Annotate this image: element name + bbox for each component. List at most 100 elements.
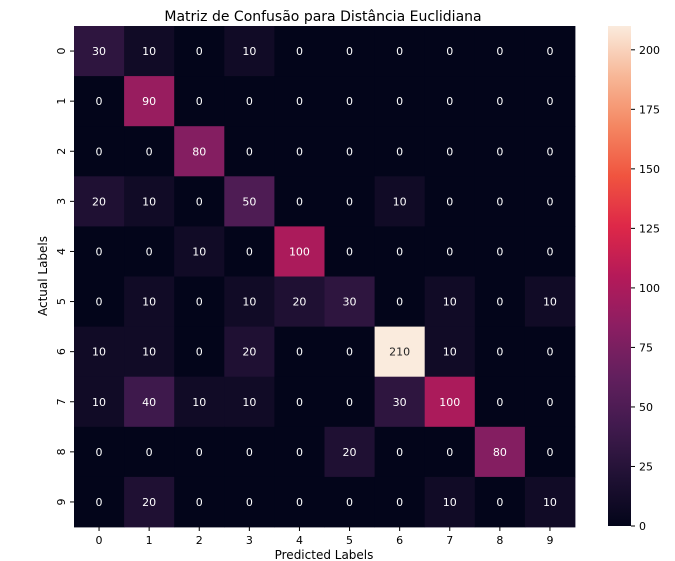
cell-value-label: 20: [92, 195, 106, 208]
cell-value-label: 0: [496, 346, 503, 359]
cell-value-label: 20: [343, 446, 357, 459]
heatmap-cell: [324, 376, 375, 428]
cell-value-label: 30: [343, 296, 357, 309]
x-tick-label: 5: [346, 534, 353, 547]
colorbar: [608, 26, 631, 526]
heatmap-cell: [424, 276, 476, 327]
colorbar-tick-label: 75: [639, 341, 653, 354]
cell-value-label: 0: [446, 145, 453, 158]
heatmap-cell: [324, 326, 375, 378]
heatmap-cell: [524, 26, 576, 77]
cell-value-label: 0: [496, 45, 503, 58]
heatmap-cell: [174, 26, 225, 77]
heatmap-cell: [324, 76, 375, 127]
heatmap-cell: [474, 276, 526, 327]
cell-value-label: 0: [346, 95, 353, 108]
cell-value-label: 10: [242, 396, 256, 409]
heatmap-cell: [174, 126, 225, 177]
cell-value-label: 0: [446, 95, 453, 108]
heatmap-cell: [324, 476, 375, 528]
heatmap-cell: [524, 376, 576, 428]
heatmap-cell: [424, 176, 476, 227]
cell-value-label: 50: [242, 195, 256, 208]
cell-value-label: 20: [242, 346, 256, 359]
y-tick-label: 6: [55, 348, 68, 355]
heatmap-cell: [174, 76, 225, 127]
colorbar-tick-label: 175: [639, 103, 660, 116]
heatmap-cell: [274, 426, 325, 478]
cell-value-label: 0: [296, 346, 303, 359]
heatmap-cell: [124, 226, 175, 277]
cell-value-label: 0: [246, 145, 253, 158]
colorbar-tick-label: 50: [639, 401, 653, 414]
cell-value-label: 0: [296, 195, 303, 208]
y-tick-label: 8: [55, 448, 68, 455]
heatmap-cell: [224, 226, 275, 277]
cell-value-label: 0: [496, 496, 503, 509]
cell-value-label: 10: [443, 296, 457, 309]
heatmap-cell: [374, 476, 426, 528]
heatmap-cell: [124, 126, 175, 177]
heatmap-cell: [324, 126, 375, 177]
heatmap-cell: [424, 76, 476, 127]
heatmap-cell: [374, 376, 426, 428]
heatmap-cell: [224, 276, 275, 327]
cell-value-label: 10: [192, 396, 206, 409]
cell-value-label: 0: [146, 245, 153, 258]
cell-value-label: 0: [96, 95, 103, 108]
cell-value-label: 0: [196, 296, 203, 309]
cell-value-label: 0: [546, 195, 553, 208]
cell-value-label: 0: [546, 396, 553, 409]
heatmap-cell: [174, 426, 225, 478]
heatmap-cell: [174, 276, 225, 327]
cell-value-label: 10: [242, 296, 256, 309]
cell-value-label: 0: [146, 145, 153, 158]
cell-value-label: 0: [496, 145, 503, 158]
cell-value-label: 0: [496, 95, 503, 108]
heatmap-cell: [524, 426, 576, 478]
heatmap-cell: [274, 76, 325, 127]
y-tick-label: 5: [55, 298, 68, 305]
cell-value-label: 0: [496, 245, 503, 258]
heatmap-cell: [124, 376, 175, 428]
cell-value-label: 0: [196, 45, 203, 58]
cell-value-label: 0: [196, 446, 203, 459]
heatmap-cell: [124, 76, 175, 127]
heatmap-cell: [474, 476, 526, 528]
y-tick-label: 0: [55, 48, 68, 55]
cell-value-label: 0: [246, 245, 253, 258]
x-tick-label: 7: [446, 534, 453, 547]
cell-value-label: 10: [142, 346, 156, 359]
cell-value-label: 0: [96, 245, 103, 258]
cell-value-label: 20: [292, 296, 306, 309]
x-tick-label: 3: [246, 534, 253, 547]
heatmap-cell: [474, 126, 526, 177]
cell-value-label: 10: [393, 195, 407, 208]
heatmap-cell: [374, 26, 426, 77]
cell-value-label: 0: [546, 45, 553, 58]
cell-value-label: 0: [346, 45, 353, 58]
cell-value-label: 0: [396, 446, 403, 459]
x-tick-label: 2: [196, 534, 203, 547]
heatmap-cell: [74, 426, 125, 478]
cell-value-label: 40: [142, 396, 156, 409]
chart-title: Matriz de Confusão para Distância Euclid…: [164, 9, 481, 25]
heatmap-cell: [74, 376, 125, 428]
heatmap-cell: [224, 126, 275, 177]
heatmap-cell: [174, 476, 225, 528]
heatmap-cell: [124, 176, 175, 227]
heatmap-cell: [274, 176, 325, 227]
cell-value-label: 0: [496, 396, 503, 409]
x-tick-label: 8: [496, 534, 503, 547]
heatmap-cell: [224, 76, 275, 127]
cell-value-label: 0: [546, 446, 553, 459]
x-axis-ticks: 0 1 2 3 4 5 6 7 8 9: [96, 527, 553, 547]
cell-value-label: 100: [439, 396, 460, 409]
heatmap-cell: [324, 426, 375, 478]
heatmap-cell: [424, 26, 476, 77]
cell-value-label: 0: [296, 145, 303, 158]
heatmap-cell: [474, 426, 526, 478]
cell-value-label: 0: [296, 446, 303, 459]
cell-value-label: 0: [196, 346, 203, 359]
heatmap-cell: [324, 26, 375, 77]
